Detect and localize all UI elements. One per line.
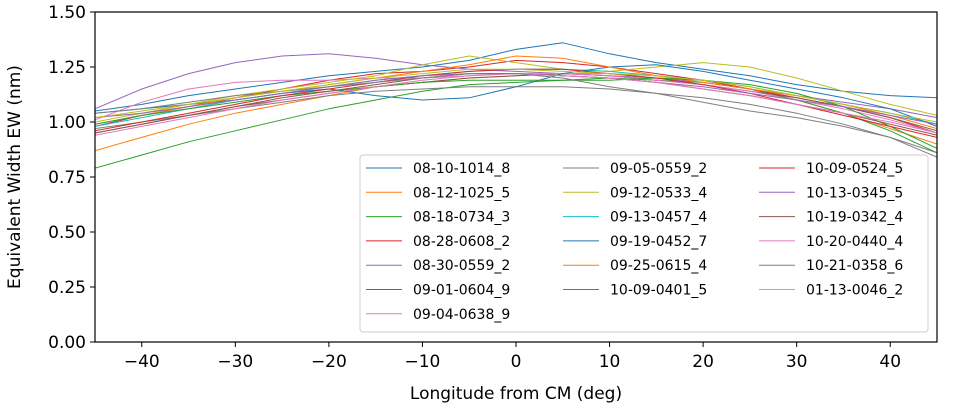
series-line-12 <box>95 77 937 149</box>
y-tick-label: 0.25 <box>48 278 86 298</box>
x-tick-label: 40 <box>879 352 901 372</box>
legend-label: 09-13-0457_4 <box>610 210 707 226</box>
legend-box <box>359 154 929 333</box>
legend-label: 10-09-0401_5 <box>610 283 707 299</box>
legend-label: 09-05-0559_2 <box>610 161 707 177</box>
x-axis-title: Longitude from CM (deg) <box>410 384 622 404</box>
legend-label: 09-01-0604_9 <box>413 283 510 299</box>
legend: 08-10-1014_8 08-12-1025_5 08-18-0734_3 08-2… <box>359 154 929 333</box>
legend-label: 01-13-0046_2 <box>806 283 903 299</box>
series-line-18 <box>95 68 937 123</box>
legend-label: 09-19-0452_7 <box>610 234 707 250</box>
x-tick-label: 0 <box>511 352 522 372</box>
y-tick-label: 0.75 <box>48 168 86 188</box>
legend-label: 08-10-1014_8 <box>413 161 510 177</box>
x-tick-label: −40 <box>124 352 160 372</box>
legend-label: 10-20-0440_4 <box>806 234 903 250</box>
y-tick-label: 1.50 <box>48 3 86 23</box>
legend-label: 10-09-0524_5 <box>806 161 903 177</box>
legend-label: 08-12-1025_5 <box>413 185 510 201</box>
y-axis-title: Equivalent Width EW (nm) <box>5 65 25 289</box>
legend-label: 08-28-0608_2 <box>413 234 510 250</box>
legend-label: 08-30-0559_2 <box>413 258 510 274</box>
x-tick-label: 10 <box>599 352 621 372</box>
y-tick-label: 0.00 <box>48 333 86 353</box>
y-tick-label: 0.50 <box>48 223 86 243</box>
legend-label: 09-25-0615_4 <box>610 258 707 274</box>
y-tick-label: 1.00 <box>48 113 86 133</box>
series-line-17 <box>95 73 937 154</box>
legend-label: 09-04-0638_9 <box>413 307 510 323</box>
legend-label: 08-18-0734_3 <box>413 210 510 226</box>
x-tick-label: 20 <box>692 352 714 372</box>
x-tick-label: −10 <box>404 352 440 372</box>
x-tick-label: 30 <box>786 352 808 372</box>
axis-ticks: −40 −30 −20 −10 0 10 20 30 40 0.00 0.25 0.50 0.75 1.0… <box>48 3 901 372</box>
series-layer <box>95 42 937 169</box>
legend-label: 10-13-0345_5 <box>806 185 903 201</box>
y-tick-label: 1.25 <box>48 58 86 78</box>
legend-label: 09-12-0533_4 <box>610 185 707 201</box>
series-line-0 <box>95 42 937 112</box>
legend-label: 10-21-0358_6 <box>806 258 903 274</box>
x-tick-label: −20 <box>311 352 347 372</box>
legend-label: 10-19-0342_4 <box>806 210 903 226</box>
x-tick-label: −30 <box>217 352 253 372</box>
